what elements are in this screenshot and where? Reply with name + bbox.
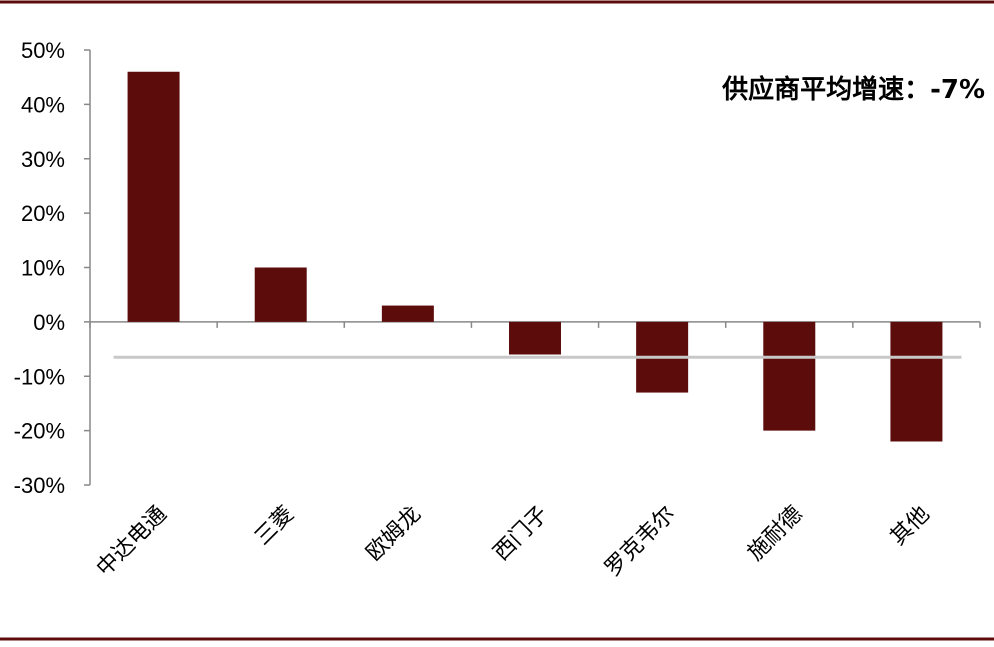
x-tick-label: 中达电通 bbox=[92, 502, 172, 582]
bar bbox=[890, 321, 943, 442]
x-axis: 中达电通 三菱 欧姆龙 西门子 罗克韦尔 施耐德 其他 bbox=[89, 321, 981, 582]
x-tick-label: 施耐德 bbox=[743, 502, 807, 566]
bar bbox=[127, 71, 180, 322]
y-tick-label: -10% bbox=[14, 364, 65, 389]
y-tick-label: 50% bbox=[21, 38, 65, 63]
x-tick-label: 西门子 bbox=[489, 502, 553, 566]
x-tick-label: 罗克韦尔 bbox=[600, 502, 680, 582]
y-tick-label: 40% bbox=[21, 92, 65, 117]
y-tick-label: 0% bbox=[33, 310, 65, 335]
bars bbox=[127, 71, 943, 442]
y-tick-label: 20% bbox=[21, 201, 65, 226]
x-tick-label: 其他 bbox=[886, 502, 935, 551]
y-tick-label: -20% bbox=[14, 419, 65, 444]
y-tick-label: 10% bbox=[21, 256, 65, 281]
bar bbox=[763, 321, 816, 431]
y-tick-label: -30% bbox=[14, 473, 65, 498]
y-axis: 50% 40% 30% 20% 10% 0% -10% -20% -30% bbox=[14, 38, 91, 498]
average-growth-annotation: 供应商平均增速：-7% bbox=[721, 74, 985, 105]
y-tick-label: 30% bbox=[21, 147, 65, 172]
x-tick-label: 三菱 bbox=[250, 502, 299, 551]
bar bbox=[509, 321, 561, 355]
bar bbox=[254, 267, 307, 322]
bar bbox=[381, 305, 434, 322]
x-tick-label: 欧姆龙 bbox=[362, 502, 426, 566]
